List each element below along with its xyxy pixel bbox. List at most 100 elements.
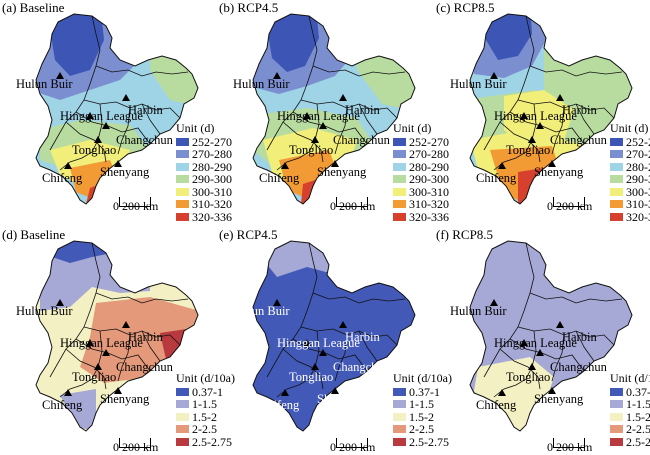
- province-border: [483, 242, 535, 378]
- legend-entry: 2.5-2.75: [610, 435, 650, 449]
- city-marker-icon: [102, 349, 110, 356]
- city-marker-icon: [273, 299, 281, 306]
- province-border: [276, 330, 320, 398]
- city-label: Tongliao: [72, 370, 117, 384]
- scale-bar-line: [119, 197, 151, 207]
- legend-entry: 252-270: [610, 135, 650, 149]
- scale-bar-line: [553, 197, 585, 207]
- region-outline: [252, 240, 416, 432]
- region-outline: [469, 13, 633, 205]
- legend-label: 1-1.5: [409, 397, 434, 411]
- city-label: Hinggan League: [60, 109, 143, 123]
- legend-entry: 320-336: [610, 210, 650, 224]
- legend-entry: 2-2.5: [393, 423, 452, 436]
- region-outline: [35, 240, 199, 432]
- legend-swatch: [176, 162, 189, 171]
- legend-swatch: [610, 400, 623, 409]
- province-border: [75, 111, 151, 145]
- province-border: [499, 348, 541, 390]
- legend-swatch: [393, 137, 406, 146]
- legend: Unit (d)252-270270-280280-290290-300300-…: [610, 122, 650, 223]
- legend-unit: Unit (d/10a): [393, 371, 452, 385]
- province-border: [575, 103, 595, 135]
- city-label: Chifeng: [476, 171, 517, 185]
- legend-swatch: [610, 137, 623, 146]
- province-border: [65, 348, 107, 390]
- province-border: [551, 334, 565, 382]
- city-label: Changchun: [550, 360, 607, 374]
- city-marker-icon: [319, 122, 327, 129]
- legend-entry: 290-300: [393, 173, 449, 186]
- legend-label: 0.37-1: [192, 384, 223, 399]
- legend-label: 310-320: [192, 197, 232, 211]
- city-marker-icon: [311, 363, 319, 370]
- legend-entry: 300-310: [176, 185, 232, 199]
- city-label: Tongliao: [72, 143, 117, 157]
- scale-bar-label: 0 200 km: [113, 440, 159, 454]
- scale-bar-line: [119, 438, 151, 448]
- province-border: [334, 107, 348, 155]
- legend-swatch: [176, 137, 189, 146]
- city-marker-icon: [498, 162, 506, 169]
- legend-label: 1-1.5: [626, 397, 650, 411]
- legend-entry: 1.5-2: [393, 410, 452, 424]
- legend-entry: 0.37-1: [610, 385, 650, 399]
- legend-unit: Unit (d/10a): [176, 371, 235, 385]
- province-border: [517, 99, 615, 119]
- legend-swatch: [393, 400, 406, 409]
- legend-label: 300-310: [409, 184, 449, 199]
- province-border: [529, 292, 623, 304]
- city-label: Harbin: [128, 103, 163, 117]
- legend-swatch: [176, 400, 189, 409]
- legend-label: 1-1.5: [192, 397, 217, 411]
- province-border: [358, 103, 378, 135]
- legend-swatch: [393, 437, 406, 446]
- legend-swatch: [393, 162, 406, 171]
- city-marker-icon: [64, 162, 72, 169]
- legend-label: 320-336: [409, 209, 449, 224]
- province-border: [282, 348, 324, 390]
- legend-swatch: [610, 425, 623, 434]
- city-label: Hulun Buir: [450, 304, 507, 318]
- class-zone: [574, 247, 610, 283]
- city-label: Harbin: [128, 330, 163, 344]
- legend-entry: 300-310: [610, 185, 650, 199]
- province-border: [75, 338, 151, 372]
- legend-entry: 300-310: [393, 184, 449, 199]
- province-border: [282, 121, 324, 163]
- class-zone: [60, 389, 96, 431]
- city-label: Tongliao: [289, 143, 334, 157]
- city-marker-icon: [303, 112, 311, 119]
- city-marker-icon: [528, 363, 536, 370]
- legend-label: 1.5-2: [192, 409, 217, 424]
- city-label: Chifeng: [259, 171, 300, 185]
- province-border: [358, 330, 378, 362]
- legend: Unit (d/10a)0.37-11-1.51.5-22-2.52.5-2.7…: [610, 372, 650, 448]
- legend-label: 2.5-2.75: [409, 434, 449, 449]
- class-zone: [50, 241, 112, 263]
- city-label: Hulun Buir: [16, 77, 73, 91]
- city-label: Chifeng: [259, 398, 300, 412]
- province-border: [499, 121, 541, 163]
- province-border: [65, 121, 107, 163]
- city-marker-icon: [331, 160, 339, 167]
- map-panel: (e) RCP4.5 Hulun Buir Harbin Hinggan League…: [217, 227, 452, 454]
- legend-swatch: [393, 425, 406, 434]
- legend-swatch: [393, 187, 406, 196]
- legend-label: 252-270: [409, 134, 449, 149]
- city-label: Hulun Buir: [233, 77, 290, 91]
- legend-label: 2-2.5: [409, 422, 434, 436]
- legend-label: 290-300: [409, 172, 449, 186]
- city-label: Hinggan League: [277, 336, 360, 350]
- province-border: [334, 334, 348, 382]
- legend-swatch: [610, 150, 623, 159]
- city-marker-icon: [56, 72, 64, 79]
- legend-swatch: [176, 412, 189, 421]
- legend-label: 2-2.5: [192, 422, 217, 436]
- city-marker-icon: [520, 339, 528, 346]
- legend-swatch: [176, 175, 189, 184]
- city-marker-icon: [114, 387, 122, 394]
- region-outline: [469, 240, 633, 432]
- legend-swatch: [610, 200, 623, 209]
